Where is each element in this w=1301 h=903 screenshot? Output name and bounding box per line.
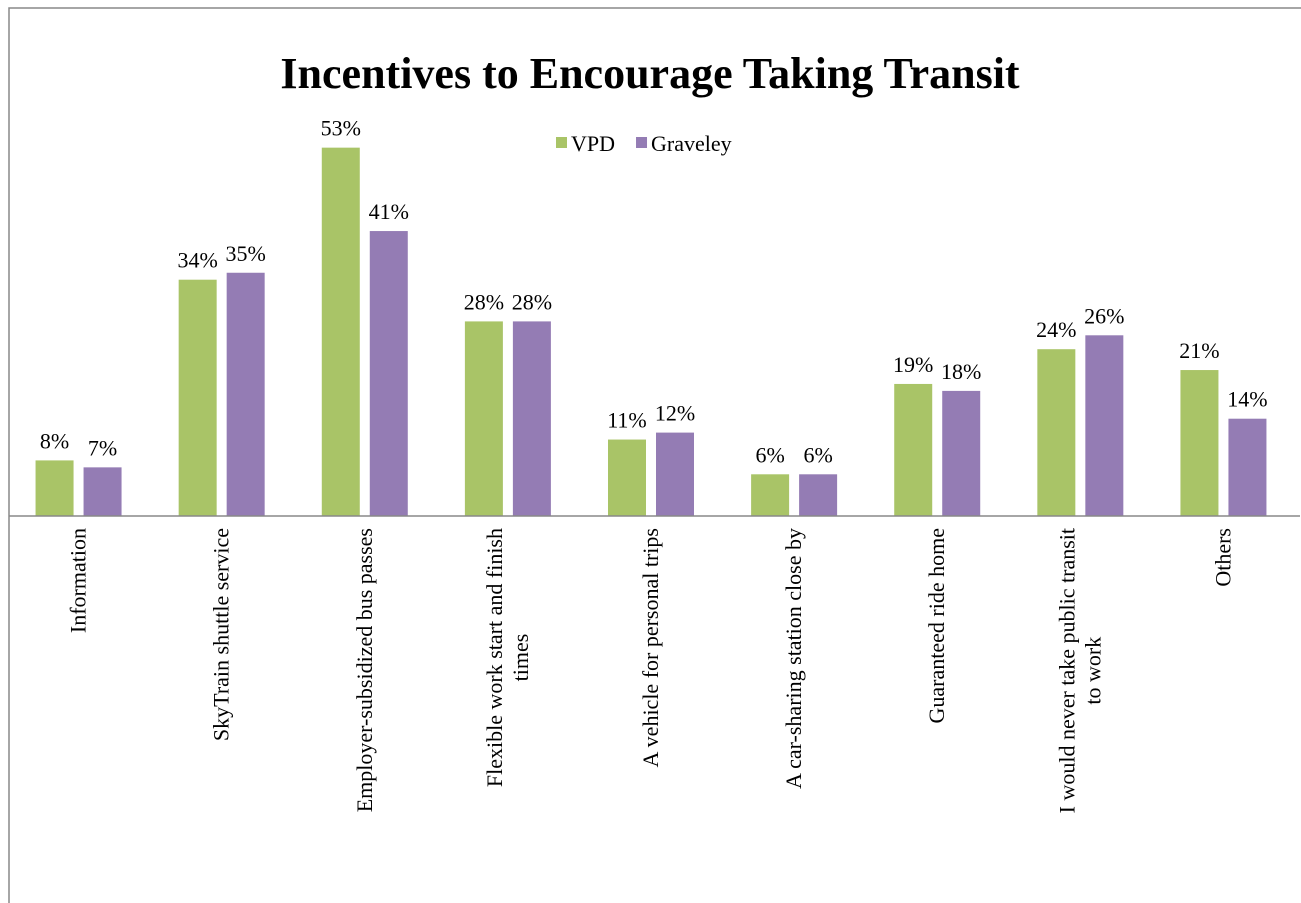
bar	[178, 279, 217, 516]
data-label: 28%	[464, 289, 504, 314]
x-tick-label: Others	[1210, 528, 1235, 587]
data-label: 35%	[226, 241, 266, 266]
data-label: 34%	[178, 248, 218, 273]
legend-swatch	[636, 137, 648, 148]
data-label: 18%	[941, 359, 981, 384]
data-label: 12%	[655, 401, 695, 426]
data-label: 41%	[369, 199, 409, 224]
x-tick-label: A car-sharing station close by	[781, 528, 806, 789]
data-label: 6%	[755, 442, 784, 467]
data-label: 24%	[1036, 317, 1076, 342]
data-label: 19%	[893, 352, 933, 377]
x-tick-label: A vehicle for personal trips	[638, 528, 663, 768]
bar	[894, 383, 933, 516]
bar	[1228, 418, 1267, 516]
x-tick-label: SkyTrain shuttle service	[209, 528, 234, 741]
bar	[608, 439, 646, 516]
data-label: 26%	[1084, 303, 1124, 328]
bar	[751, 474, 790, 516]
bar	[942, 390, 981, 516]
bar	[1037, 349, 1076, 516]
bar	[799, 474, 838, 516]
bar	[226, 272, 265, 516]
data-label: 14%	[1227, 387, 1267, 412]
data-label: 8%	[40, 428, 69, 453]
data-label: 7%	[88, 435, 117, 460]
data-label: 21%	[1179, 338, 1219, 363]
data-label: 6%	[803, 442, 832, 467]
bar	[83, 467, 122, 516]
bar	[35, 460, 74, 516]
bar	[1180, 370, 1219, 516]
x-tick-label: Information	[66, 528, 91, 633]
bar	[464, 321, 503, 516]
x-tick-label: Employer-subsidized bus passes	[352, 528, 377, 812]
x-tick-label: I would never take public transitto work	[1054, 528, 1105, 813]
legend-swatch	[556, 137, 567, 148]
bar	[369, 231, 408, 517]
legend-label: VPD	[571, 131, 615, 156]
legend-label: Graveley	[651, 131, 732, 156]
bar	[321, 147, 360, 516]
data-label: 11%	[607, 408, 647, 433]
bar	[656, 432, 694, 516]
data-label: 28%	[512, 289, 552, 314]
bar	[512, 321, 551, 516]
x-tick-label: Guaranteed ride home	[924, 528, 949, 723]
chart-frame	[8, 7, 1301, 903]
bar	[1085, 335, 1124, 516]
data-label: 53%	[321, 116, 361, 141]
x-tick-label: Flexible work start and finishtimes	[482, 528, 533, 787]
chart-title: Incentives to Encourage Taking Transit	[280, 49, 1019, 98]
